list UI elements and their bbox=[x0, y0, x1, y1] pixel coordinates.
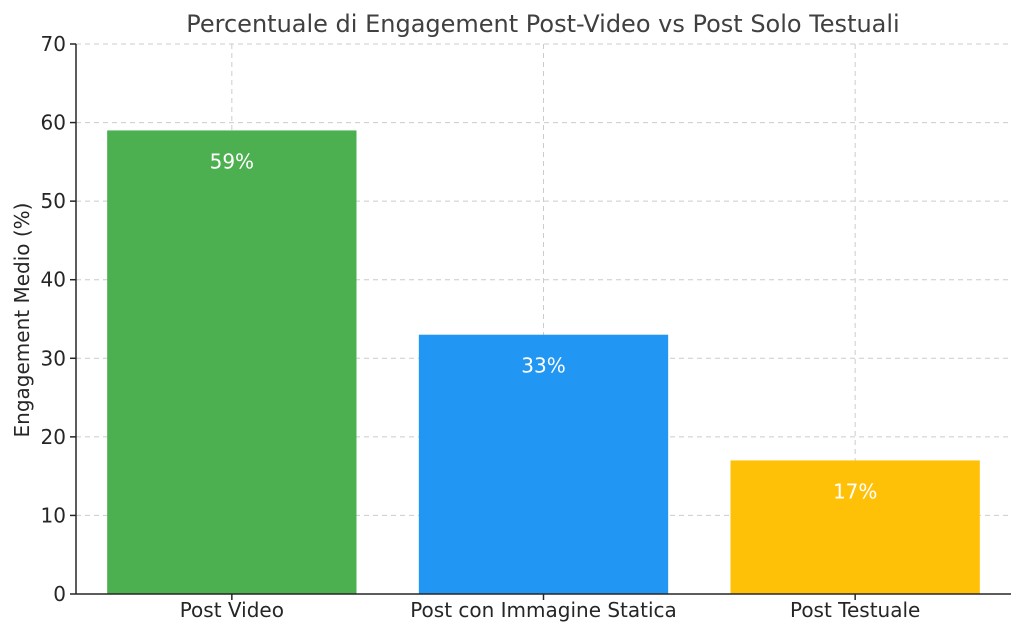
bar bbox=[107, 130, 357, 594]
x-tick-label: Post con Immagine Statica bbox=[410, 598, 677, 622]
y-tick-label: 0 bbox=[53, 582, 66, 606]
y-tick-label: 40 bbox=[41, 268, 66, 292]
y-tick-label: 60 bbox=[41, 111, 66, 135]
y-tick-label: 10 bbox=[41, 503, 66, 527]
y-axis-label: Engagement Medio (%) bbox=[10, 203, 34, 438]
bar-value-label: 17% bbox=[833, 479, 877, 503]
bar-value-label: 33% bbox=[521, 354, 565, 378]
axes: 0 10 20 30 40 50 60 70 Post Video Post con Immagi… bbox=[41, 32, 1011, 622]
x-tick-label: Post Video bbox=[180, 598, 284, 622]
bar-value-label: 59% bbox=[210, 149, 254, 173]
y-tick-label: 70 bbox=[41, 32, 66, 56]
y-tick-label: 20 bbox=[41, 425, 66, 449]
bar bbox=[418, 334, 669, 594]
chart-title: Percentuale di Engagement Post-Video vs … bbox=[186, 10, 899, 38]
bar bbox=[730, 460, 980, 594]
bars bbox=[107, 130, 980, 594]
data-labels: 59% 33% 17% bbox=[210, 149, 878, 503]
y-tick-label: 50 bbox=[41, 189, 66, 213]
x-tick-label: Post Testuale bbox=[790, 598, 920, 622]
y-tick-label: 30 bbox=[41, 346, 66, 370]
